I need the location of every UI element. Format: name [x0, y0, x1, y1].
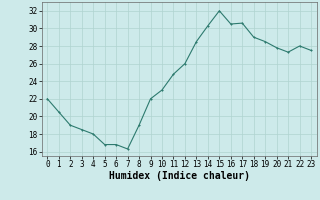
X-axis label: Humidex (Indice chaleur): Humidex (Indice chaleur) — [109, 171, 250, 181]
